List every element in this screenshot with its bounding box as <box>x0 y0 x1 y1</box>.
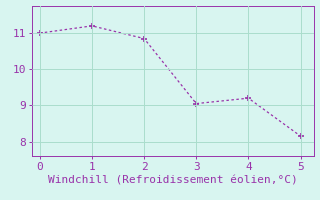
X-axis label: Windchill (Refroidissement éolien,°C): Windchill (Refroidissement éolien,°C) <box>48 176 298 186</box>
